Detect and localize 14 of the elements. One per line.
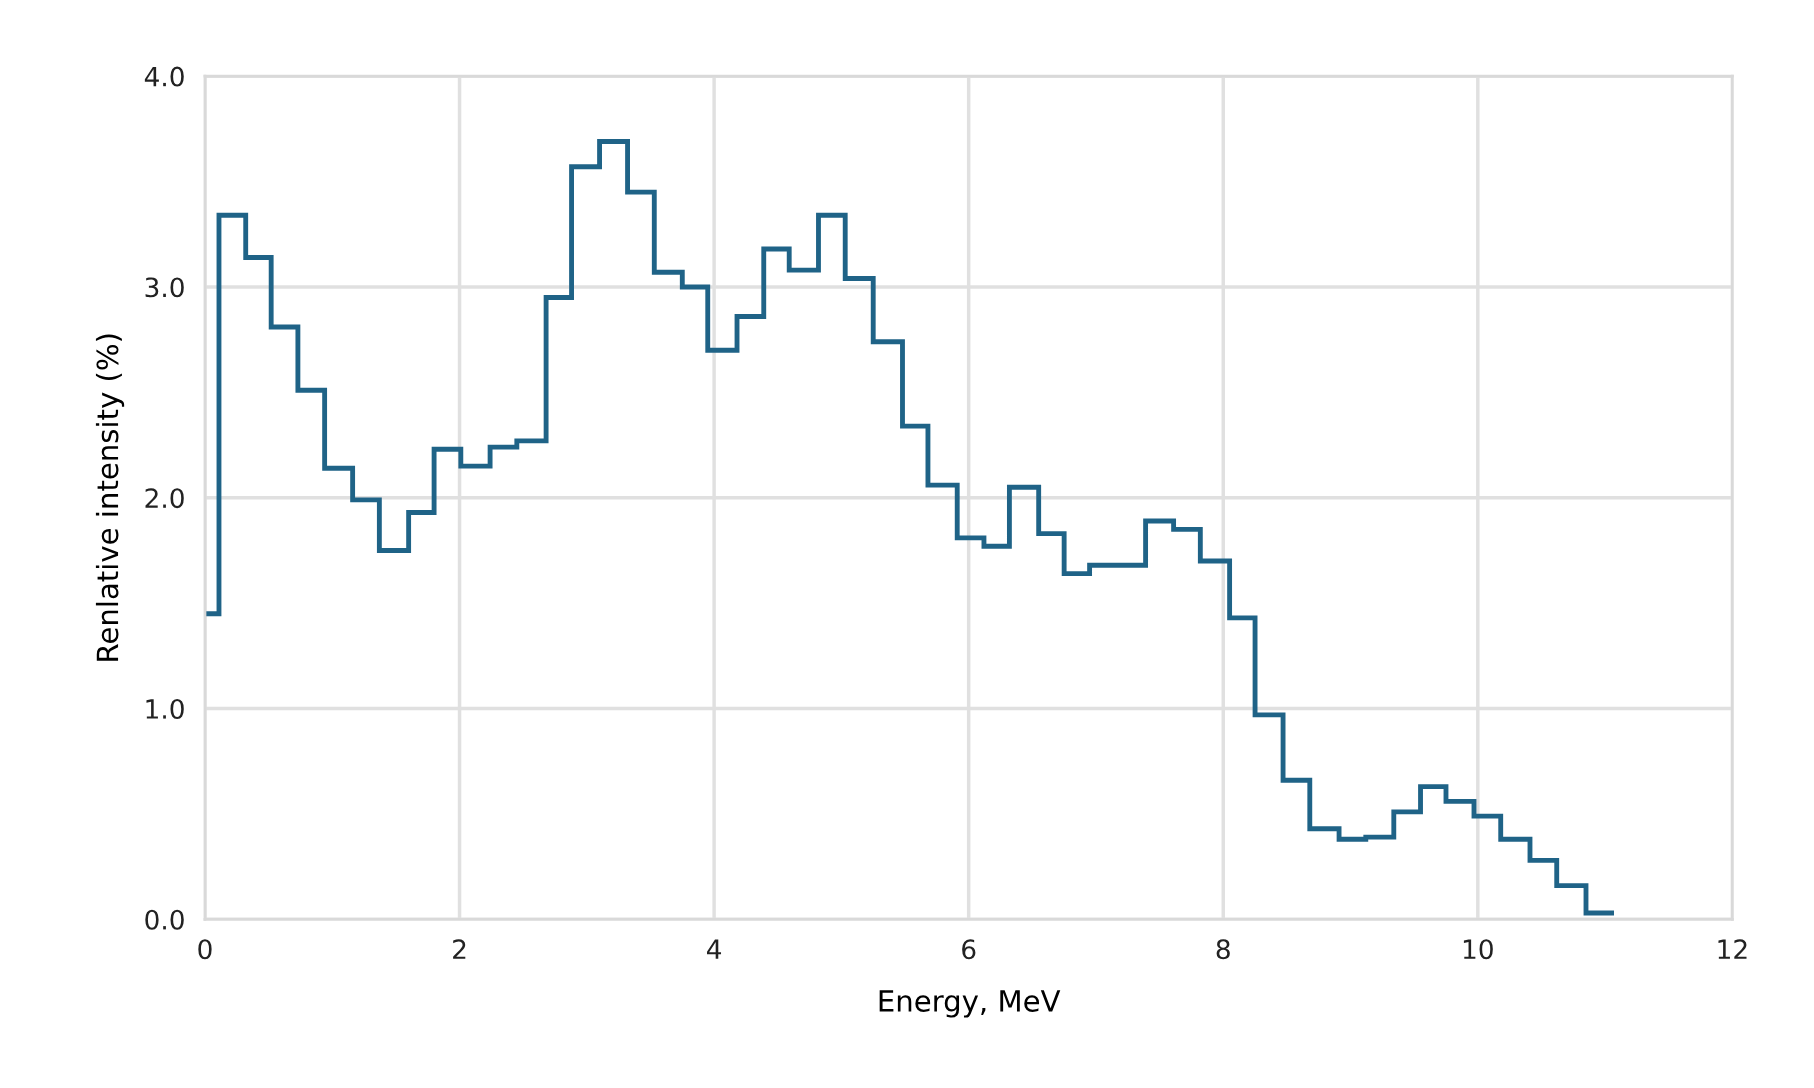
y-tick-label: 4.0 — [144, 66, 184, 87]
x-tick-label: 6 — [962, 939, 976, 960]
x-tick-label: 10 — [1463, 939, 1493, 960]
x-axis-title: Energy, MeV — [879, 990, 1061, 1018]
y-tick-label: 0.0 — [145, 909, 184, 930]
x-tick-label: 0 — [198, 939, 212, 960]
y-tick-label: 2.0 — [145, 488, 184, 509]
y-tick-label: 1.0 — [146, 699, 184, 719]
y-tick-label: 3.0 — [145, 277, 184, 298]
x-tick-label: 12 — [1718, 939, 1747, 959]
x-tick-label: 2 — [453, 939, 466, 959]
y-axis-title: Renlative intensity (%) — [95, 334, 125, 661]
x-tick-label: 4 — [707, 939, 722, 959]
x-tick-label: 8 — [1216, 939, 1230, 960]
